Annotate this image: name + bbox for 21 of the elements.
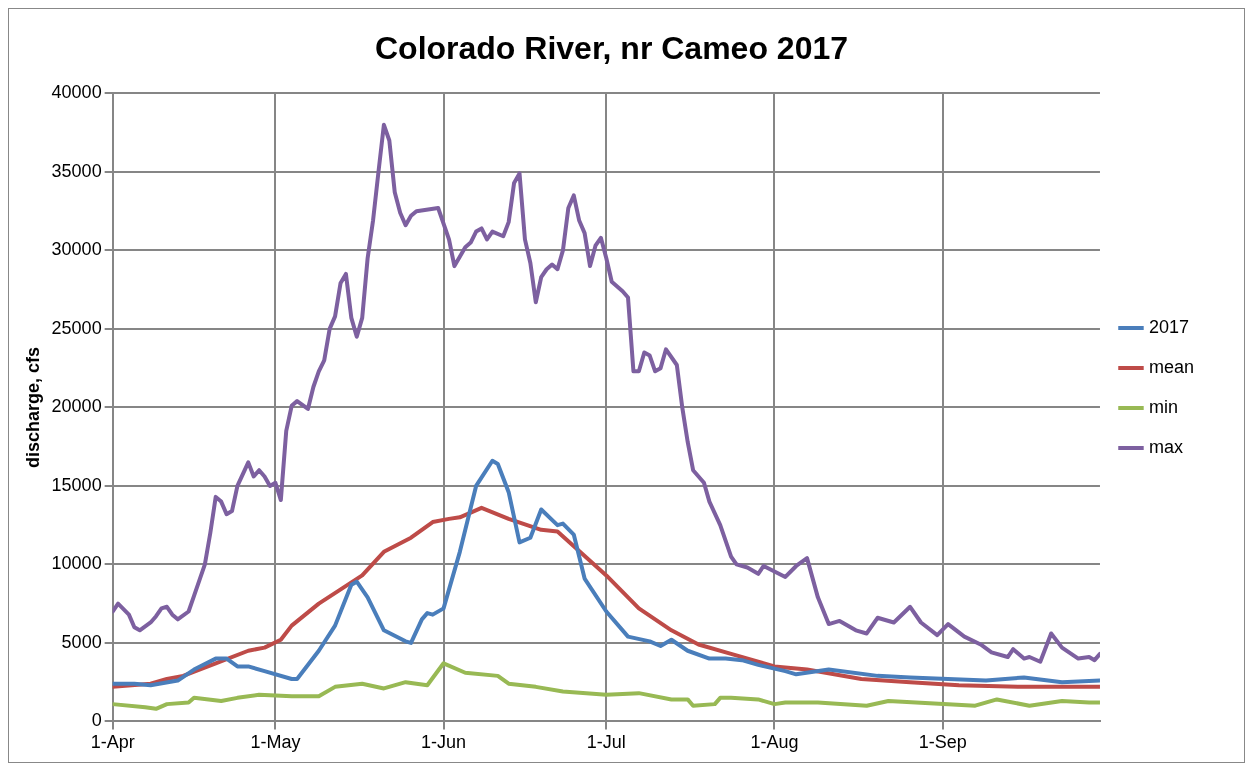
y-tick-label: 10000: [51, 553, 102, 574]
y-tick-label: 25000: [51, 317, 102, 338]
y-tick-label: 5000: [61, 631, 102, 652]
y-tick-label: 40000: [51, 82, 102, 103]
legend-label: 2017: [1148, 316, 1190, 337]
x-tick-label: 1-Jun: [421, 732, 467, 753]
x-tick-label: 1-Apr: [90, 732, 135, 753]
legend-label: min: [1148, 396, 1178, 417]
y-axis-title: discharge, cfs: [22, 346, 43, 468]
x-tick-label: 1-Aug: [750, 732, 799, 753]
legend-label: mean: [1148, 356, 1194, 377]
y-tick-label: 20000: [51, 396, 102, 417]
x-tick-label: 1-May: [250, 732, 301, 753]
legend-label: max: [1148, 436, 1183, 457]
y-tick-label: 35000: [51, 160, 102, 181]
y-tick-label: 0: [91, 710, 102, 731]
x-tick-label: 1-Sep: [918, 732, 967, 753]
chart-title: Colorado River, nr Cameo 2017: [374, 30, 849, 67]
x-tick-label: 1-Jul: [586, 732, 626, 753]
y-tick-label: 30000: [51, 239, 102, 260]
y-tick-label: 15000: [51, 474, 102, 495]
